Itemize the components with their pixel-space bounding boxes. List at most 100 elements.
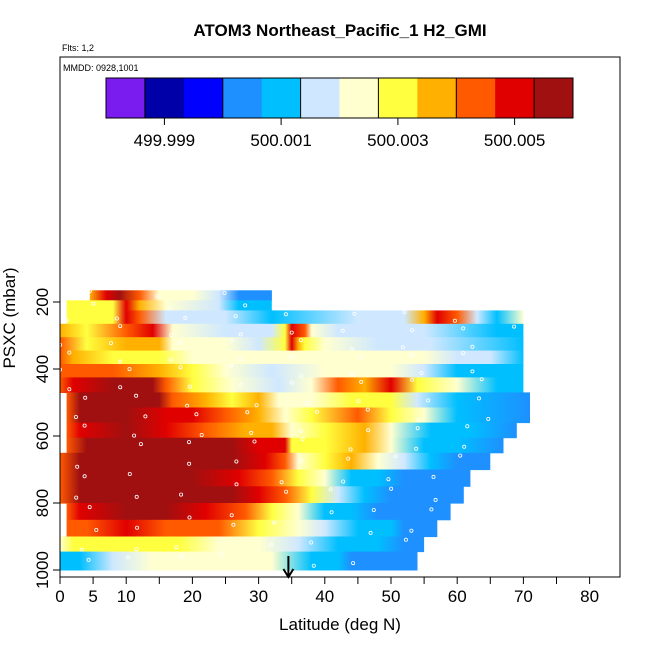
x-tick-label: 70: [514, 587, 533, 606]
sample-point: [365, 407, 370, 412]
sample-point: [431, 474, 436, 479]
data-band: [60, 536, 425, 553]
colorbar-segment: [417, 78, 457, 118]
sample-point: [254, 403, 259, 408]
x-tick-label: 10: [117, 587, 136, 606]
sample-point: [118, 385, 123, 390]
sample-point: [125, 555, 130, 560]
x-tick-label: 50: [382, 587, 401, 606]
sample-point: [289, 355, 294, 360]
sample-point: [283, 312, 288, 317]
x-tick-label: 30: [249, 587, 268, 606]
sample-point: [234, 459, 239, 464]
colorbar-frame: [105, 77, 574, 119]
sample-point: [461, 326, 466, 331]
sample-point: [465, 424, 470, 429]
sample-point: [187, 515, 192, 520]
sample-point: [512, 324, 517, 329]
sample-point: [340, 328, 345, 333]
sample-point: [185, 403, 190, 408]
x-axis-label: Latitude (deg N): [279, 615, 401, 634]
sample-point: [222, 290, 227, 295]
sample-point: [386, 477, 391, 482]
colorbar-segment: [222, 78, 263, 118]
sample-point: [187, 384, 192, 389]
sample-point: [311, 563, 316, 568]
y-tick-label: 400: [33, 355, 52, 383]
sample-point: [433, 497, 438, 502]
sample-point: [127, 367, 132, 372]
y-tick-label: 1000: [33, 551, 52, 589]
data-band: [66, 503, 451, 521]
sample-point: [410, 328, 415, 333]
sample-point: [179, 492, 184, 497]
sample-point: [356, 399, 361, 404]
sample-point: [194, 412, 199, 417]
x-tick-label: 80: [580, 587, 599, 606]
sample-point: [314, 409, 319, 414]
sample-point: [416, 417, 421, 422]
latitude-marker-arrow: [282, 556, 295, 579]
sample-point: [67, 387, 72, 392]
sample-point: [328, 487, 333, 492]
sample-point: [359, 354, 364, 359]
sample-point: [199, 432, 204, 437]
y-axis: 200 400 600 800 1000: [33, 288, 60, 589]
sample-point: [118, 324, 123, 329]
data-band: [66, 310, 524, 325]
sample-point: [134, 393, 139, 398]
sample-point: [64, 318, 69, 323]
sample-point: [167, 306, 172, 311]
sample-point: [178, 340, 183, 345]
sample-point: [178, 365, 183, 370]
sample-point: [414, 446, 419, 451]
sample-point: [91, 301, 96, 306]
sample-point: [351, 561, 356, 566]
colorbar-segment: [456, 78, 496, 118]
sample-point: [352, 311, 357, 316]
sample-point: [249, 430, 254, 435]
sample-point: [218, 552, 223, 557]
data-band: [60, 486, 464, 504]
data-band: [66, 519, 438, 538]
sample-point: [309, 540, 314, 545]
data-band: [60, 551, 418, 571]
sample-point: [272, 520, 277, 525]
sample-point: [186, 440, 191, 445]
sample-point: [114, 316, 119, 321]
data-band: [89, 290, 272, 301]
sample-point: [371, 507, 376, 512]
sample-point: [238, 332, 243, 337]
sample-point: [289, 330, 294, 335]
y-tick-label: 600: [33, 422, 52, 450]
sample-point: [134, 494, 139, 499]
sample-point: [82, 423, 87, 428]
sample-point: [486, 416, 491, 421]
colorbar-segment: [106, 78, 146, 118]
sample-point: [305, 401, 310, 406]
sample-point: [389, 486, 394, 491]
sample-point: [461, 351, 466, 356]
sample-point: [118, 359, 123, 364]
sample-point: [79, 547, 84, 552]
sample-point: [458, 453, 463, 458]
colorbar-segment: [378, 78, 418, 118]
sample-point: [415, 426, 420, 431]
y-tick-label: 200: [33, 288, 52, 316]
plot-frame: [59, 56, 621, 578]
sample-point: [238, 357, 243, 362]
flights-label: Flts: 1,2: [62, 43, 94, 53]
colorbar-segment: [183, 78, 224, 118]
sample-point: [410, 352, 415, 357]
sample-point: [75, 464, 80, 469]
x-tick-label: 60: [448, 587, 467, 606]
sample-point: [229, 363, 234, 368]
data-band: [60, 377, 524, 393]
sample-point: [298, 373, 303, 378]
data-band: [60, 337, 524, 352]
colorbar-segment: [495, 78, 535, 118]
colorbar-tick-label: 500.001: [250, 131, 311, 150]
sample-point: [409, 528, 414, 533]
sample-point: [429, 507, 434, 512]
y-tick-label: 800: [33, 489, 52, 517]
